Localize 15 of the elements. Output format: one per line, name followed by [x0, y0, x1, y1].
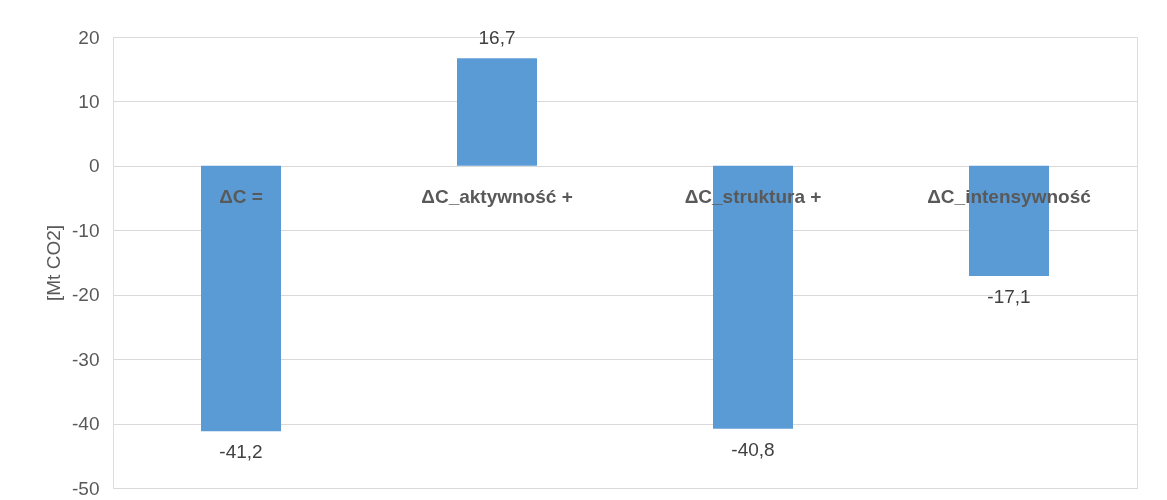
y-tick-label: 10	[78, 90, 100, 112]
x-tick-label: ΔC_aktywność +	[421, 185, 573, 207]
y-tick-label: -40	[72, 413, 100, 435]
x-tick-label: ΔC =	[219, 185, 263, 207]
y-tick-label: -30	[72, 348, 100, 370]
data-label: -41,2	[219, 441, 263, 463]
data-label: 16,7	[478, 27, 516, 49]
y-tick-label: -20	[72, 284, 100, 306]
data-label: -17,1	[987, 286, 1031, 308]
y-tick-label: 0	[88, 155, 100, 177]
y-axis-title: [Mt CO2]	[43, 224, 65, 302]
y-tick-label: -50	[72, 477, 100, 499]
y-tick-label: -10	[72, 219, 100, 241]
data-label: -40,8	[731, 438, 775, 460]
y-tick-label: 20	[78, 26, 100, 48]
